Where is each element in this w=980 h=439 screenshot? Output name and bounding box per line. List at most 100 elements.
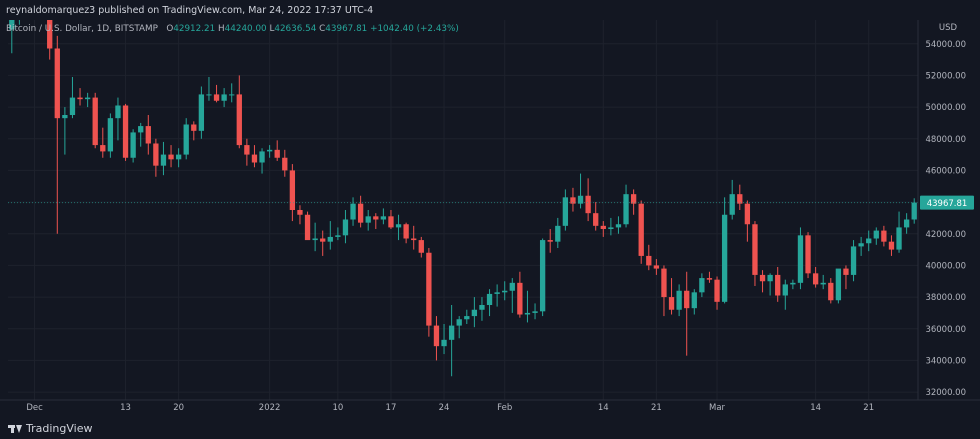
candle-body [630, 194, 637, 204]
candle-body [160, 154, 167, 166]
candle-body [9, 20, 15, 30]
candle-body [593, 213, 599, 226]
candle-body [107, 118, 114, 152]
candle-body [183, 124, 189, 155]
candle-body [130, 132, 136, 158]
candle-body [168, 154, 174, 160]
time-tick-label: 24 [439, 403, 450, 413]
time-tick-label: 20 [173, 403, 184, 413]
symbol-legend: Bitcoin / U.S. Dollar, 1D, BITSTAMP O429… [6, 24, 459, 34]
candle-body [661, 268, 667, 298]
high-label: H [218, 24, 225, 34]
candle-body [797, 235, 804, 283]
candle-body [191, 124, 197, 131]
candle-body [259, 151, 265, 163]
candle-body [388, 216, 394, 228]
candle-body [691, 292, 697, 309]
candle-body [266, 149, 273, 152]
candle-body [403, 224, 409, 239]
candle-body [464, 316, 470, 320]
candle-body [145, 126, 151, 144]
candle-body [122, 105, 129, 158]
candle-body [502, 290, 508, 293]
candle-body [198, 94, 205, 131]
candle-body [676, 290, 682, 310]
candle-body [570, 197, 576, 204]
candle-body [213, 94, 220, 101]
candle-body [767, 274, 773, 282]
candle-body [54, 48, 60, 119]
candle-body [911, 202, 917, 220]
last-price-value: 43967.81 [927, 199, 968, 209]
price-tick-label: 38000.00 [925, 293, 966, 303]
candle-body [335, 235, 341, 237]
time-tick-label: 21 [863, 403, 874, 413]
price-tick-label: 48000.00 [925, 135, 966, 145]
candle-body [843, 268, 849, 275]
footer-bar: TradingView [0, 419, 980, 439]
candle-body [646, 255, 652, 266]
candle-body [873, 230, 879, 239]
candle-body [289, 170, 296, 210]
price-chart[interactable]: USD 54000.00 52000.00 50000.00 48000.00 46000… [0, 20, 980, 419]
candle-body [138, 126, 144, 133]
candle-body [84, 97, 91, 100]
candle-body [456, 319, 462, 326]
candle-body [282, 157, 288, 171]
open-label: O [166, 24, 174, 34]
currency-label: USD [939, 23, 958, 33]
time-tick-label: Mar [709, 403, 726, 413]
candle-body [357, 203, 364, 223]
candle-body [623, 194, 629, 225]
candle-body [486, 293, 493, 305]
candle-body [274, 149, 280, 158]
candle-body [418, 240, 424, 253]
time-tick-label: 14 [810, 403, 821, 413]
candle-body [706, 278, 713, 280]
candle-body [903, 219, 910, 228]
tradingview-icon [8, 424, 22, 433]
candle-body [441, 339, 447, 347]
time-tick-label: 2022 [259, 403, 281, 413]
candle-body [373, 216, 379, 220]
candle-body [615, 224, 622, 228]
price-tick-label: 34000.00 [925, 356, 966, 366]
time-tick-label: Dec [26, 403, 43, 413]
candle-body [297, 210, 303, 215]
candle-body [517, 282, 523, 315]
symbol-name: Bitcoin / U.S. Dollar, 1D, BITSTAMP [6, 24, 158, 34]
time-tick-label: 17 [386, 403, 397, 413]
close-label: C [319, 24, 326, 34]
candle-body [881, 230, 887, 242]
high-value: 44240.00 [224, 24, 267, 34]
candle-body [790, 282, 796, 285]
candle-body [744, 203, 751, 225]
candle-body [555, 225, 561, 242]
time-tick-label: 14 [598, 403, 609, 413]
candle-body [539, 240, 546, 312]
candle-body [752, 224, 758, 275]
change-value: +1042.40 (+2.43%) [370, 24, 459, 34]
candle-body [653, 265, 660, 269]
candle-body [433, 325, 440, 347]
time-tick-label: 13 [120, 403, 131, 413]
candle-body [62, 115, 68, 119]
candle-body [251, 154, 258, 163]
price-tick-label: 50000.00 [925, 103, 966, 113]
candle-body [684, 290, 690, 309]
candle-body [532, 311, 538, 313]
tradingview-logo[interactable]: TradingView [8, 422, 92, 435]
open-value: 42912.21 [173, 24, 216, 34]
candle-body [175, 154, 182, 160]
candle-body [759, 274, 766, 282]
candle-body [714, 279, 720, 302]
candle-body [775, 274, 781, 296]
price-tick-label: 40000.00 [925, 261, 966, 271]
candle-body [312, 238, 318, 241]
candle-body [479, 305, 485, 310]
candle-body [92, 97, 98, 146]
candle-body [600, 225, 606, 229]
brand-name: TradingView [26, 422, 93, 435]
candle-body [812, 273, 819, 285]
candle-body [236, 94, 242, 146]
